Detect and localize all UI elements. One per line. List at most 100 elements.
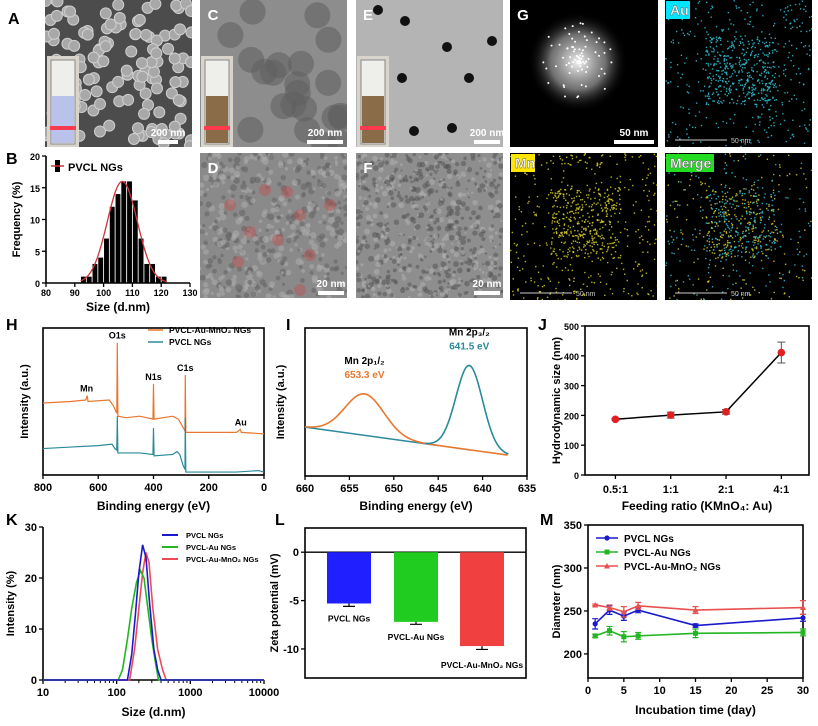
error-bar: [343, 603, 355, 607]
histogram-bar: [86, 276, 92, 283]
data-point: [692, 607, 699, 613]
x-axis-label: Size (d.nm): [121, 705, 185, 719]
gaussian-fit-curve: [80, 180, 168, 283]
data-point: [635, 602, 642, 609]
peak-annotation: Mn: [80, 384, 93, 394]
highlighted-particle: [259, 184, 271, 196]
histogram-bar: [150, 263, 156, 283]
scale-bar: [158, 140, 178, 144]
data-point: [693, 630, 698, 636]
x-tick-label: 650: [385, 483, 403, 495]
chart-j: 0 100 200 300 400 500 Feeding ratio (KMnO₄: Au…: [551, 322, 810, 513]
error-bar: [410, 621, 422, 625]
peak-curve: [304, 393, 508, 456]
panel-letter-e: E: [363, 7, 373, 24]
background-line: [304, 426, 439, 447]
panel-letter-f: F: [363, 160, 372, 177]
error-bar: [476, 646, 488, 651]
histogram-bar: [138, 238, 144, 283]
legend-label: PVCL-Au-MnO₂ NGs: [624, 562, 721, 573]
x-tick-label: 100: [107, 687, 125, 699]
data-point: [592, 601, 599, 608]
image-background: [510, 153, 657, 300]
nanoparticle: [487, 36, 497, 46]
y-tick-label: 400: [564, 352, 579, 362]
peak-annotation: N1s: [145, 372, 162, 382]
nanoparticle: [373, 5, 383, 15]
highlighted-particle: [224, 199, 236, 211]
eds-map-mn: Mn 50 nm: [510, 153, 657, 300]
x-tick-label: 5: [621, 685, 627, 697]
scale-bar-label: 20 nm: [473, 279, 502, 290]
xps-series-line: [42, 342, 265, 435]
data-point: [666, 411, 675, 419]
hrtem-image-d: D 20 nm: [200, 153, 347, 298]
y-tick-label: 200: [564, 649, 582, 661]
legend-label: PVCL-Au-MnO₂ NGs: [186, 555, 259, 564]
panel-letter-a: A: [8, 11, 20, 28]
scale-bar: [614, 140, 654, 144]
size-distribution-line: [43, 544, 264, 681]
element-label: Merge: [670, 155, 711, 171]
nanoparticle: [409, 126, 419, 136]
y-tick-label: 5: [35, 247, 40, 257]
y-axis-label: Intensity (%): [5, 570, 17, 636]
histogram-bar: [132, 200, 138, 283]
histogram-bar: [92, 263, 98, 283]
zeta-bar: [460, 552, 504, 647]
peak-label: Mn 2p₃/₂: [449, 327, 490, 338]
zeta-bar: [327, 552, 371, 604]
highlighted-particle: [294, 209, 306, 221]
x-tick-label: 130: [182, 288, 197, 298]
panel-letter-g: G: [517, 7, 529, 24]
x-tick-label: 80: [41, 288, 51, 298]
scale-bar: [307, 140, 343, 144]
chart-b: 80 90 100 110 120 130 0 5 10 15 20 Size (d.nm) Frequ…: [11, 152, 198, 314]
x-tick-label: 30: [797, 685, 809, 697]
y-tick-label: 0: [31, 675, 37, 687]
legend-label: PVCL NGs: [624, 534, 674, 545]
x-tick-label: 15: [689, 685, 701, 697]
chart-i: 660 655 650 645 640 635 Binding energy (eV) Int…: [275, 327, 536, 513]
peak-label: Mn 2p₁/₂: [344, 356, 384, 367]
peak-annotation: C1s: [177, 363, 194, 373]
highlighted-particle: [281, 186, 293, 198]
peak-value-label: 653.3 eV: [344, 370, 384, 381]
x-tick-label: 10: [654, 685, 666, 697]
highlighted-particle: [272, 234, 284, 246]
legend-label: PVCL-Au-MnO₂ NGs: [169, 325, 251, 335]
eds-map-merge: Merge 50 nm: [665, 153, 812, 300]
histogram-bar: [104, 238, 109, 283]
highlighted-particle: [304, 249, 316, 261]
peak-annotation: O1s: [109, 331, 126, 341]
scale-bar-label: 50 nm: [731, 138, 751, 145]
y-tick-label: 0: [293, 547, 299, 559]
data-point: [592, 633, 598, 639]
image-background: [665, 153, 812, 300]
histogram-bar: [98, 257, 104, 283]
x-tick-label: 25: [761, 685, 773, 697]
data-point: [800, 615, 806, 621]
nanoparticle: [400, 16, 410, 26]
sem-image-a: 200 nm: [45, 0, 192, 147]
panel-letter-b: B: [6, 151, 18, 168]
x-tick-label: 635: [518, 483, 536, 495]
data-point: [611, 415, 620, 424]
data-point: [777, 348, 786, 357]
panel-letter-d: D: [208, 160, 219, 177]
x-tick-label: 1:1: [663, 484, 679, 496]
x-tick-label: 0: [261, 482, 267, 494]
legend-marker: [604, 549, 610, 555]
panel-letter-c: C: [208, 7, 219, 24]
y-tick-label: 200: [564, 411, 579, 421]
x-tick-label: 20: [725, 685, 737, 697]
hrtem-image-f: F 20 nm: [356, 153, 503, 298]
scale-bar-label: 200 nm: [470, 128, 505, 139]
data-point: [621, 634, 627, 640]
nanoparticle: [447, 123, 457, 133]
x-tick-label: 110: [125, 288, 140, 298]
plot-frame: [587, 524, 804, 679]
nanoparticle: [442, 42, 452, 52]
y-tick-label: -10: [283, 644, 299, 656]
y-tick-label: 0: [574, 471, 579, 481]
